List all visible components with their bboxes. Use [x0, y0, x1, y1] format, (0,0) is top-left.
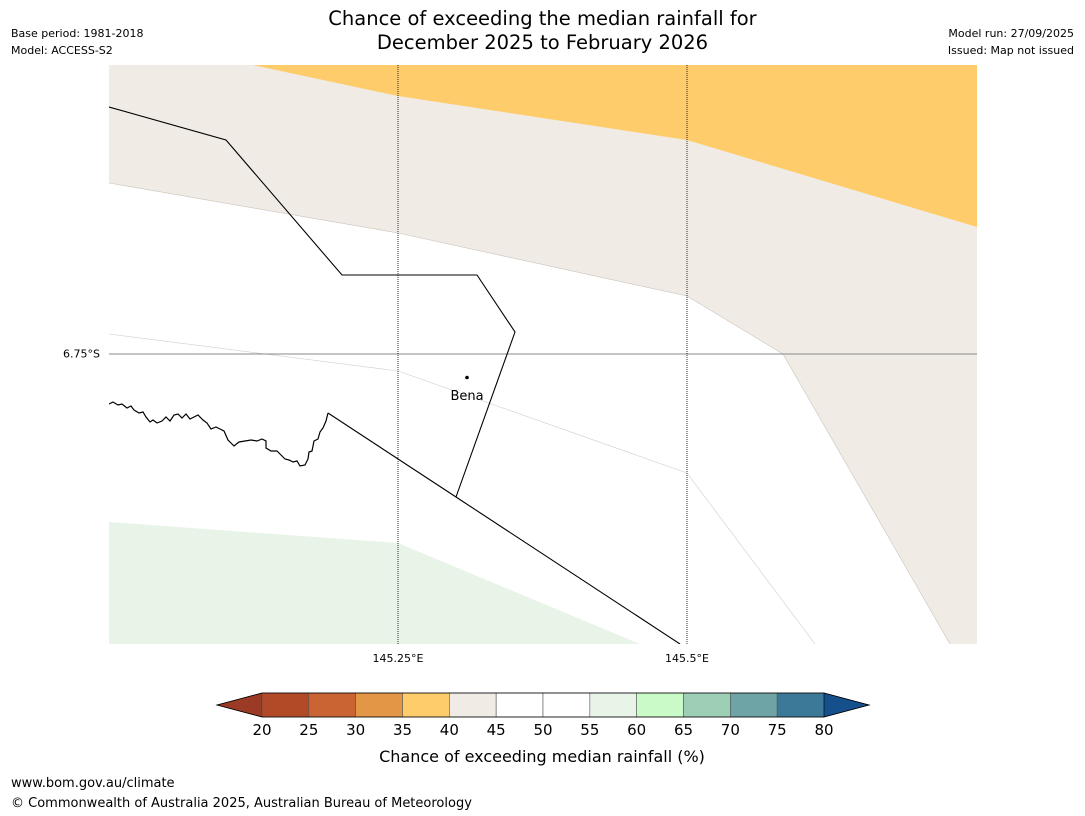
colorbar-extend-low [215, 692, 263, 718]
lon-label: 145.25°E [373, 652, 424, 665]
colorbar-segment [495, 692, 544, 718]
colorbar-tick-label: 80 [814, 721, 833, 739]
colorbar-segment [776, 692, 825, 718]
colorbar-segment [683, 692, 731, 718]
region-35-40 [253, 65, 977, 227]
contour-line [109, 333, 816, 644]
colorbar: 20 25 30 35 40 45 50 55 60 65 70 75 80 [215, 692, 871, 739]
region-55-60 [109, 522, 640, 644]
district-boundary [109, 401, 329, 467]
colorbar-segment [449, 692, 497, 718]
colorbar-tick-label: 65 [674, 721, 693, 739]
colorbar-tick-label: 50 [533, 721, 552, 739]
issued-text: Issued: Map not issued [947, 44, 1074, 57]
province-boundary [109, 106, 516, 498]
colorbar-tick-label: 35 [393, 721, 412, 739]
colorbar-segment [308, 692, 356, 718]
colorbar-segment [589, 692, 637, 718]
colorbar-tick-label: 40 [440, 721, 459, 739]
colorbar-tick-label: 45 [487, 721, 506, 739]
colorbar-extend-high [823, 692, 871, 718]
region-40-45 [109, 65, 977, 644]
map-title: Chance of exceeding the median rainfall … [0, 7, 1085, 55]
colorbar-tick-label: 20 [252, 721, 271, 739]
lon-label: 145.5°E [665, 652, 709, 665]
colorbar-segment [261, 692, 310, 718]
province-boundary [327, 412, 681, 644]
colorbar-tick-label: 70 [721, 721, 740, 739]
colorbar-tick-label: 30 [346, 721, 365, 739]
colorbar-tick-label: 55 [580, 721, 599, 739]
colorbar-label: Chance of exceeding median rainfall (%) [379, 747, 705, 766]
colorbar-segment [542, 692, 591, 718]
colorbar-segment [730, 692, 778, 718]
colorbar-outline [215, 692, 871, 718]
base-period-text: Base period: 1981-2018 [11, 27, 144, 40]
place-label: Bena [450, 389, 483, 404]
model-run-text: Model run: 27/09/2025 [948, 27, 1074, 40]
colorbar-tick-label: 25 [299, 721, 318, 739]
model-text: Model: ACCESS-S2 [11, 44, 113, 57]
header-meta-left: Base period: 1981-2018 Model: ACCESS-S2 [11, 25, 143, 59]
footer-copyright: © Commonwealth of Australia 2025, Austra… [11, 796, 472, 811]
colorbar-segment [402, 692, 450, 718]
colorbar-segment [355, 692, 403, 718]
lat-label: 6.75°S [63, 348, 100, 361]
colorbar-tick-label: 60 [627, 721, 646, 739]
map-canvas [109, 65, 977, 644]
title-line-2: December 2025 to February 2026 [376, 31, 709, 54]
colorbar-tick-label: 75 [768, 721, 787, 739]
place-marker [465, 375, 469, 380]
header-meta-right: Model run: 27/09/2025 Issued: Map not is… [948, 25, 1074, 59]
footer-url: www.bom.gov.au/climate [11, 776, 175, 791]
title-line-1: Chance of exceeding the median rainfall … [328, 7, 757, 30]
colorbar-segment [636, 692, 684, 718]
